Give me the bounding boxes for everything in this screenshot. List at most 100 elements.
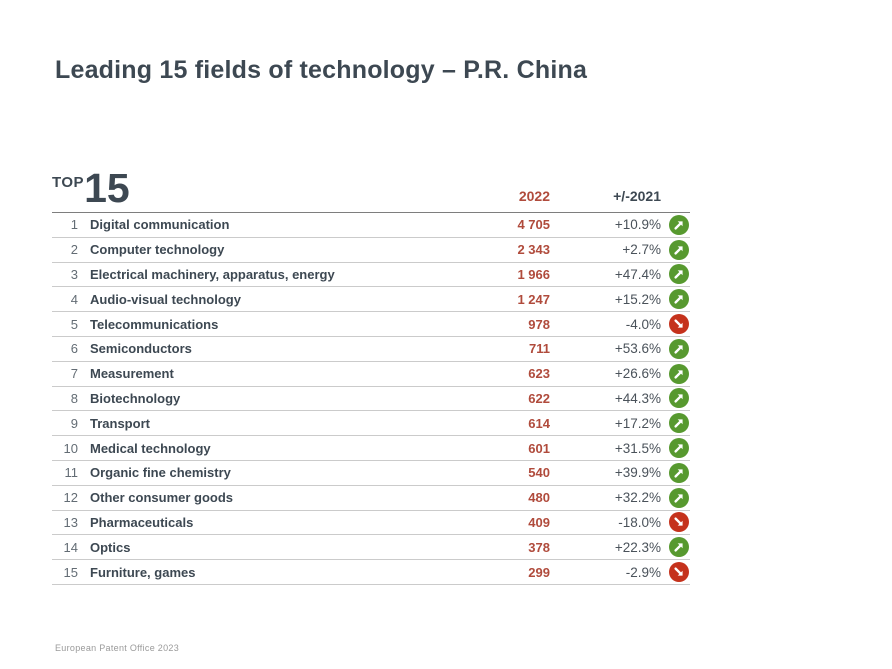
value-2022-cell: 978: [528, 316, 550, 332]
field-name-cell: Other consumer goods: [90, 490, 234, 506]
field-name-cell: Transport: [90, 415, 150, 431]
change-cell: +22.3%: [614, 539, 661, 555]
value-2022-cell: 1 966: [517, 266, 550, 282]
trend-down-icon: [661, 314, 690, 335]
field-name-cell: Computer technology: [90, 242, 225, 258]
value-2022-cell: 601: [528, 440, 550, 456]
table-row: 13 Pharmaceuticals 409 -18.0%: [52, 511, 690, 536]
trend-down-icon: [661, 512, 690, 533]
top15-badge: TOP 15: [52, 165, 460, 212]
value-2022-cell: 1 247: [517, 291, 550, 307]
table-row: 4 Audio-visual technology 1 247 +15.2%: [52, 287, 690, 313]
rank-cell: 12: [63, 490, 78, 506]
value-2022-cell: 378: [528, 539, 550, 555]
table-row: 11 Organic fine chemistry 540 +39.9%: [52, 461, 690, 486]
value-2022-cell: 622: [528, 390, 550, 406]
trend-up-icon: [661, 289, 690, 310]
change-cell: +10.9%: [614, 217, 661, 233]
change-cell: +44.3%: [614, 390, 661, 406]
table-row: 10 Medical technology 601 +31.5%: [52, 436, 690, 461]
column-header-change: +/-2021: [613, 188, 661, 204]
trend-up-icon: [661, 388, 690, 409]
footer-source: European Patent Office 2023: [55, 643, 180, 653]
table-row: 6 Semiconductors 711 +53.6%: [52, 337, 690, 362]
rank-cell: 13: [63, 514, 78, 530]
field-name-cell: Electrical machinery, apparatus, energy: [90, 266, 335, 282]
table-row: 7 Measurement 623 +26.6%: [52, 362, 690, 387]
table-row: 5 Telecommunications 978 -4.0%: [52, 312, 690, 337]
field-name-cell: Pharmaceuticals: [90, 514, 194, 530]
field-name-cell: Digital communication: [90, 217, 230, 233]
table-row: 2 Computer technology 2 343 +2.7%: [52, 238, 690, 263]
change-cell: +17.2%: [614, 415, 661, 431]
rank-cell: 10: [63, 440, 78, 456]
table-row: 3 Electrical machinery, apparatus, energy…: [52, 263, 690, 288]
trend-up-icon: [661, 264, 690, 285]
change-cell: -2.9%: [625, 564, 661, 580]
field-name-cell: Medical technology: [90, 440, 211, 456]
rank-cell: 1: [70, 217, 78, 233]
change-cell: +26.6%: [614, 366, 661, 382]
trend-up-icon: [661, 239, 690, 260]
table-row: 1 Digital communication 4 705 +10.9%: [52, 213, 690, 238]
value-2022-cell: 4 705: [517, 217, 550, 233]
rank-cell: 8: [70, 390, 78, 406]
table-row: 8 Biotechnology 622 +44.3%: [52, 387, 690, 412]
trend-up-icon: [661, 537, 690, 558]
trend-up-icon: [661, 438, 690, 459]
change-cell: +47.4%: [614, 266, 661, 282]
rank-cell: 3: [70, 266, 78, 282]
field-name-cell: Measurement: [90, 366, 174, 382]
change-cell: +15.2%: [614, 291, 661, 307]
trend-up-icon: [661, 413, 690, 434]
trend-up-icon: [661, 462, 690, 483]
top-number: 15: [84, 165, 130, 212]
page-title: Leading 15 fields of technology – P.R. C…: [55, 56, 588, 84]
field-name-cell: Optics: [90, 539, 131, 555]
value-2022-cell: 711: [529, 341, 550, 357]
trend-up-icon: [661, 363, 690, 384]
value-2022-cell: 480: [528, 490, 550, 506]
value-2022-cell: 409: [528, 514, 550, 530]
value-2022-cell: 2 343: [517, 242, 550, 258]
table-row: 9 Transport 614 +17.2%: [52, 411, 690, 437]
value-2022-cell: 623: [528, 366, 550, 382]
rank-cell: 2: [70, 242, 78, 258]
top-label: TOP: [52, 174, 85, 192]
column-header-2022: 2022: [518, 188, 550, 204]
table-row: 15 Furniture, games 299 -2.9%: [52, 560, 690, 585]
change-cell: +2.7%: [622, 242, 661, 258]
rank-cell: 6: [70, 341, 78, 357]
trend-up-icon: [661, 487, 690, 508]
value-2022-cell: 614: [528, 415, 550, 431]
value-2022-cell: 540: [528, 465, 550, 481]
rank-cell: 14: [63, 539, 78, 555]
rank-cell: 11: [64, 465, 79, 481]
rank-cell: 7: [70, 366, 78, 382]
rank-cell: 9: [70, 415, 78, 431]
top15-table: TOP 15 2022 +/-2021 1 Digital communicati…: [52, 163, 690, 585]
field-name-cell: Telecommunications: [90, 316, 219, 332]
rank-cell: 4: [70, 291, 78, 307]
trend-up-icon: [661, 338, 690, 359]
rank-cell: 5: [70, 316, 78, 332]
change-cell: -18.0%: [618, 514, 661, 530]
field-name-cell: Audio-visual technology: [90, 291, 241, 307]
field-name-cell: Biotechnology: [90, 390, 181, 406]
field-name-cell: Organic fine chemistry: [90, 465, 231, 481]
trend-up-icon: [661, 214, 690, 235]
change-cell: +39.9%: [614, 465, 661, 481]
field-name-cell: Furniture, games: [90, 564, 196, 580]
change-cell: +31.5%: [614, 440, 661, 456]
table-header: TOP 15 2022 +/-2021: [52, 163, 690, 213]
field-name-cell: Semiconductors: [90, 341, 192, 357]
rank-cell: 15: [63, 564, 78, 580]
change-cell: +32.2%: [614, 490, 661, 506]
table-row: 12 Other consumer goods 480 +32.2%: [52, 486, 690, 511]
change-cell: -4.0%: [625, 316, 661, 332]
trend-down-icon: [661, 562, 690, 583]
change-cell: +53.6%: [614, 341, 661, 357]
value-2022-cell: 299: [528, 564, 550, 580]
table-body: 1 Digital communication 4 705 +10.9% 2 Comput…: [52, 213, 690, 585]
